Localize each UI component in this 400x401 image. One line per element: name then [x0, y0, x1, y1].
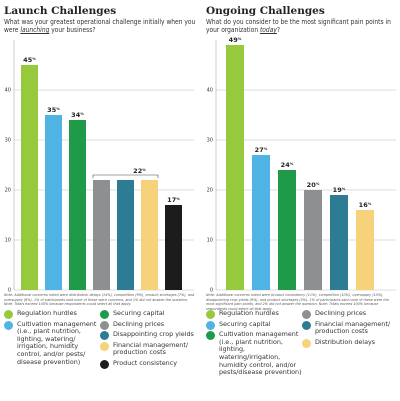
legend-label: Regulation hurdles — [17, 309, 77, 317]
legend-column: Declining prices Financial management/ pr… — [302, 309, 398, 349]
legend-item: Declining prices — [302, 309, 398, 319]
y-tick-label: 10 — [207, 238, 213, 244]
legend-column: Regulation hurdles Securing capital Cultiv… — [206, 309, 302, 380]
legend-label: Disappointing crop yields — [113, 330, 194, 339]
y-tick-label: 40 — [207, 88, 213, 94]
chart-question: What was your greatest operational chall… — [4, 18, 196, 35]
bar-value-label: 27% — [255, 146, 268, 154]
legend-label: Distribution delays — [315, 337, 376, 346]
chart-title: Ongoing Challenges — [206, 5, 325, 17]
bar-value-label: 34% — [71, 111, 84, 119]
ongoing-challenges-panel: Ongoing Challenges What do you consider … — [204, 0, 400, 401]
ongoing-bar-chart: 0 10 20 30 40 49% 27% 24% 20% 19% 16% — [207, 36, 396, 294]
legend-swatch — [4, 310, 13, 319]
legend-label: Securing capital — [219, 319, 271, 328]
legend-label: Regulation hurdles — [219, 309, 279, 317]
legend-label: Cultivation management (i.e., plant nutr… — [219, 330, 302, 377]
bar — [45, 115, 62, 290]
bar — [117, 180, 134, 290]
bar-value-label: 45% — [23, 56, 36, 64]
legend-swatch — [100, 359, 109, 369]
legend-item: Cultivation management (i.e., plant nutr… — [206, 330, 302, 377]
bar — [141, 180, 158, 290]
legend-label: Declining prices — [315, 309, 367, 317]
bar — [278, 170, 296, 290]
bar — [304, 190, 322, 290]
bar-value-label: 49% — [229, 36, 242, 44]
bar-value-label: 17% — [167, 196, 180, 204]
chart-title: Launch Challenges — [4, 5, 117, 17]
legend-item: Regulation hurdles — [206, 309, 302, 319]
legend-item: Disappointing crop yields — [100, 330, 196, 341]
group-bracket — [92, 174, 159, 178]
launch-bar-chart: 0 10 20 30 40 45% 35% 34% 17% 22% — [5, 40, 194, 294]
bar — [252, 155, 270, 290]
chart-note: Note: Additional concerns noted were dis… — [4, 293, 195, 307]
y-tick-label: 20 — [207, 188, 213, 194]
legend-swatch — [4, 320, 13, 330]
bar-value-label: 19% — [333, 186, 346, 194]
y-tick-label: 20 — [5, 188, 11, 194]
bar — [226, 45, 244, 290]
bar-value-label: 20% — [307, 181, 320, 189]
legend-swatch — [302, 338, 311, 348]
bar-value-label: 16% — [359, 201, 372, 209]
legend-item: Regulation hurdles — [4, 309, 100, 319]
legend-label: Financial management/ production costs — [315, 319, 390, 336]
legend-item: Product consistency — [100, 358, 196, 369]
legend-swatch — [302, 310, 311, 319]
legend-item: Financial management/ production costs — [302, 319, 398, 336]
legend-label: Financial management/ production costs — [113, 340, 188, 357]
legend-swatch — [100, 341, 109, 351]
bar — [93, 180, 110, 290]
y-tick-label: 40 — [5, 88, 11, 94]
y-tick-label: 10 — [5, 238, 11, 244]
legend-item: Declining prices — [100, 319, 196, 330]
bar — [165, 205, 182, 290]
bar-value-label: 24% — [281, 161, 294, 169]
legend-swatch — [100, 331, 109, 341]
legend-column: Securing capital Declining prices Disappoi… — [100, 309, 196, 371]
y-tick-label: 0 — [8, 288, 11, 294]
legend-swatch — [100, 310, 109, 319]
legend-swatch — [206, 331, 215, 341]
legend-swatch — [206, 320, 215, 330]
y-tick-label: 30 — [207, 138, 213, 144]
legend-swatch — [206, 310, 215, 319]
chart-question: What do you consider to be the most sign… — [206, 18, 391, 35]
chart-note: Note: Additional concerns noted were pro… — [206, 293, 389, 311]
legend-label: Cultivation management (i.e., plant nutr… — [17, 319, 97, 366]
bar-value-label: 35% — [47, 106, 60, 114]
group-value-label: 22% — [133, 167, 146, 175]
y-tick-label: 30 — [5, 138, 11, 144]
legend-item: Distribution delays — [302, 337, 398, 348]
y-tick-label: 0 — [210, 288, 213, 294]
legend-item: Securing capital — [100, 309, 196, 319]
legend-swatch — [100, 320, 109, 330]
bar — [330, 195, 348, 290]
legend-item: Financial management/ production costs — [100, 340, 196, 357]
bar — [356, 210, 374, 290]
legend-column: Regulation hurdles Cultivation management… — [4, 309, 100, 369]
legend-label: Product consistency — [113, 358, 177, 367]
legend-label: Declining prices — [113, 319, 165, 328]
legend-item: Securing capital — [206, 319, 302, 330]
bar — [21, 65, 38, 290]
legend-swatch — [302, 320, 311, 330]
legend-label: Securing capital — [113, 309, 165, 317]
launch-challenges-panel: Launch Challenges What was your greatest… — [2, 0, 198, 401]
legend-item: Cultivation management (i.e., plant nutr… — [4, 319, 100, 367]
bar — [69, 120, 86, 290]
